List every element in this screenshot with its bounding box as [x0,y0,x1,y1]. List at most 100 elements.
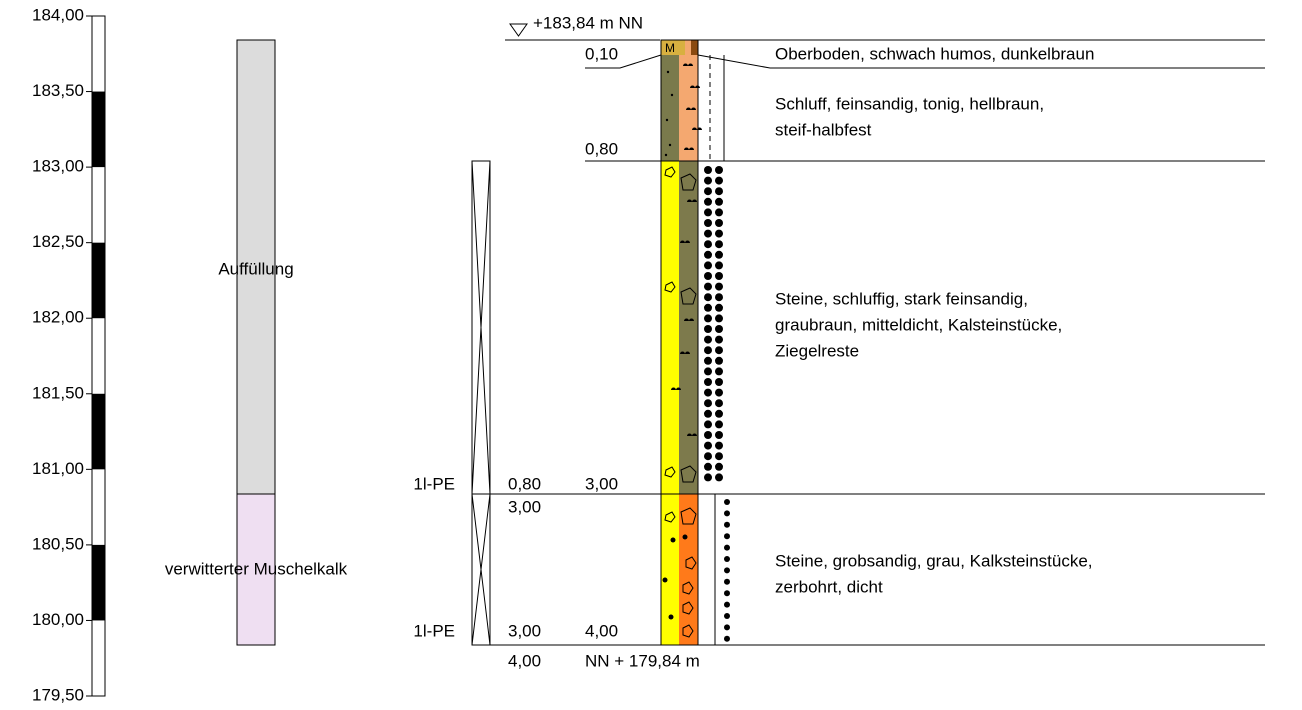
scale-block [92,243,105,319]
sample-bottom: 3,00 [508,497,541,516]
gravel-dot [704,230,712,238]
gravel-dot [715,177,723,185]
scale-label: 180,50 [32,534,84,553]
layer-description: graubraun, mitteldicht, Kalsteinstücke, [775,315,1062,334]
gravel-dot [715,399,723,407]
gravel-symbol [663,578,668,583]
scale-block [92,545,105,621]
gravel-dot [715,378,723,386]
gravel-dot [704,346,712,354]
gravel-dot [704,293,712,301]
gravel-dot [704,261,712,269]
scale-label: 181,50 [32,383,84,402]
gravel-dot [715,442,723,450]
gravel-dot [724,602,730,608]
gravel-dot [724,613,730,619]
bottom-elevation: NN + 179,84 m [585,651,700,670]
layer-description: Schluff, feinsandig, tonig, hellbraun, [775,94,1044,113]
gravel-dot [715,261,723,269]
gravel-dot [724,624,730,630]
gravel-dot [724,636,730,642]
gravel-dot [704,357,712,365]
gravel-dot [724,556,730,562]
gravel-dot [715,473,723,481]
gravel-dot [715,251,723,259]
sample-label: 1l-PE [413,621,455,640]
gravel-dot [704,399,712,407]
scale-label: 182,00 [32,308,84,327]
gravel-dot [704,272,712,280]
scale-label: 179,50 [32,685,84,704]
gravel-dot [715,463,723,471]
gravel-dot [704,198,712,206]
scale-label: 182,50 [32,232,84,251]
gravel-dot [715,187,723,195]
gravel-dot [715,314,723,322]
gravel-dot [704,378,712,386]
sand-dot [671,94,673,96]
scale-label: 183,50 [32,81,84,100]
layer-description: Steine, grobsandig, grau, Kalksteinstück… [775,551,1093,570]
layer-depth: 0,80 [585,139,618,158]
gravel-dot [704,336,712,344]
sample-top: 0,80 [508,474,541,493]
gravel-dot [715,166,723,174]
sample-top: 3,00 [508,621,541,640]
gravel-symbol [671,538,676,543]
gravel-dot [715,389,723,397]
layer-description: zerbohrt, dicht [775,577,883,596]
gravel-dot [724,522,730,528]
layer-depth: 4,00 [585,621,618,640]
gravel-dot [724,579,730,585]
gravel-dot [704,219,712,227]
scale-label: 181,00 [32,459,84,478]
layer-description: steif-halbfest [775,120,872,139]
gravel-dot [704,463,712,471]
gravel-dot [724,545,730,551]
layer-description: Ziegelreste [775,341,859,360]
gravel-dot [715,325,723,333]
gravel-dot [715,198,723,206]
gravel-dot [704,166,712,174]
unit-label: verwitterter Muschelkalk [165,559,348,578]
gravel-dot [704,251,712,259]
sample-bottom: 4,00 [508,651,541,670]
scale-block [92,92,105,168]
gravel-dot [724,567,730,573]
gravel-dot [704,420,712,428]
gravel-dot [704,367,712,375]
sand-dot [665,154,667,156]
scale-block [92,394,105,470]
gravel-dot [704,314,712,322]
borehole-log: Auffüllung verwitterter Muschelkalk 1l-P… [0,0,1302,710]
gravel-dot [715,452,723,460]
sand-dot [666,119,668,121]
gravel-dot [704,473,712,481]
scale-label: 183,00 [32,157,84,176]
layer-depth: 3,00 [585,474,618,493]
gravel-dot [715,431,723,439]
gravel-dot [715,230,723,238]
gravel-dot [715,336,723,344]
gravel-symbol [683,535,688,540]
gravel-dot [715,357,723,365]
gravel-dot [715,420,723,428]
water-symbol [510,24,527,36]
gravel-dot [704,325,712,333]
svg-text:M: M [665,41,675,55]
gravel-dot [715,240,723,248]
gravel-dot [724,510,730,516]
unit-label: Auffüllung [218,259,293,278]
gravel-dot [704,452,712,460]
layer-description: Oberboden, schwach humos, dunkelbraun [775,44,1094,63]
gravel-dot [715,367,723,375]
sand-dot [667,71,669,73]
gravel-dot [715,346,723,354]
pattern-column [704,55,730,645]
gravel-dot [715,410,723,418]
sample-label: 1l-PE [413,474,455,493]
gravel-dot [704,283,712,291]
gravel-dot [724,590,730,596]
gravel-dot [704,410,712,418]
layer-description: Steine, schluffig, stark feinsandig, [775,289,1028,308]
